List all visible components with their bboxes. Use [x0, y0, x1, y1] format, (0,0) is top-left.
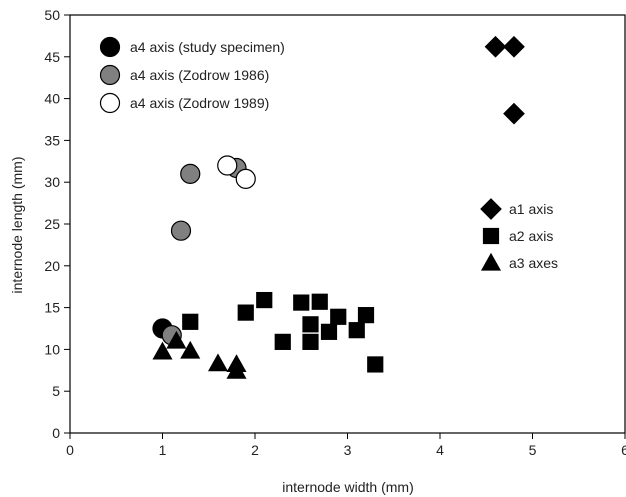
data-point: [503, 102, 525, 125]
data-point: [152, 341, 173, 360]
data-point: [182, 313, 199, 330]
x-tick-label: 1: [159, 442, 167, 458]
y-tick-label: 25: [44, 216, 60, 232]
data-point: [217, 155, 238, 176]
data-point: [226, 360, 247, 379]
legend-label: a1 axis: [509, 201, 553, 217]
y-tick-label: 15: [44, 300, 60, 316]
y-tick-label: 50: [44, 7, 60, 23]
legend-entry: a4 axis (Zodrow 1986): [99, 64, 269, 86]
series-a1: [484, 35, 525, 125]
data-point: [302, 333, 319, 350]
data-point: [503, 35, 525, 58]
data-point: [180, 340, 201, 359]
data-point: [330, 308, 347, 325]
legend-label: a4 axis (Zodrow 1986): [130, 67, 269, 83]
data-point: [348, 322, 365, 339]
legend-entry: a4 axis (study specimen): [99, 36, 285, 58]
y-tick-label: 45: [44, 49, 60, 65]
legend-marker: [99, 64, 121, 86]
series-a4-z1986: [161, 157, 247, 346]
data-point: [302, 316, 319, 333]
legend-marker: [480, 198, 502, 220]
legend-label: a4 axis (study specimen): [130, 39, 285, 55]
y-tick-label: 20: [44, 258, 60, 274]
y-tick-label: 30: [44, 174, 60, 190]
x-tick-label: 4: [436, 442, 444, 458]
data-point: [311, 293, 328, 310]
legend-entry: a1 axis: [480, 198, 553, 220]
legends: a4 axis (study specimen) a4 axis (Zodrow …: [99, 36, 558, 271]
y-tick-label: 35: [44, 132, 60, 148]
data-point: [484, 35, 507, 58]
y-tick-label: 10: [44, 341, 60, 357]
data-point: [237, 304, 254, 321]
data-point: [367, 356, 384, 373]
legend-label: a3 axes: [509, 255, 558, 271]
series-a3: [152, 330, 247, 379]
data-point: [180, 163, 201, 184]
data-point: [293, 294, 310, 311]
legend-marker: [99, 92, 121, 114]
data-point: [170, 220, 192, 241]
y-tick-label: 0: [52, 425, 60, 441]
legend-entry: a2 axis: [482, 227, 553, 245]
y-tick-label: 5: [52, 383, 60, 399]
legend-right: a1 axis a2 axis a3 axes: [480, 198, 558, 271]
legend-marker: [480, 252, 502, 271]
data-point: [166, 330, 187, 349]
x-tick-label: 3: [344, 442, 352, 458]
data-point: [320, 323, 338, 340]
data-points: [152, 35, 525, 379]
series-a2: [182, 291, 384, 373]
x-axis-title: internode width (mm): [282, 479, 414, 495]
data-point: [274, 333, 291, 350]
x-tick-label: 0: [66, 442, 74, 458]
legend-entry: a4 axis (Zodrow 1989): [99, 92, 269, 114]
data-point: [207, 353, 229, 372]
y-axis-title: internode length (mm): [9, 157, 25, 294]
series-a4-z1989: [217, 155, 256, 189]
data-point: [235, 168, 256, 189]
legend-marker: [99, 36, 121, 58]
y-tick-label: 40: [44, 91, 60, 107]
legend-entry: a3 axes: [480, 252, 558, 271]
legend-top-left: a4 axis (study specimen) a4 axis (Zodrow …: [99, 36, 285, 114]
data-point: [357, 307, 375, 324]
x-tick-label: 5: [529, 442, 537, 458]
legend-marker: [482, 227, 500, 245]
x-tick-label: 2: [251, 442, 259, 458]
x-tick-label: 6: [621, 442, 626, 458]
legend-label: a2 axis: [509, 228, 553, 244]
legend-label: a4 axis (Zodrow 1989): [130, 95, 269, 111]
data-point: [256, 291, 273, 309]
